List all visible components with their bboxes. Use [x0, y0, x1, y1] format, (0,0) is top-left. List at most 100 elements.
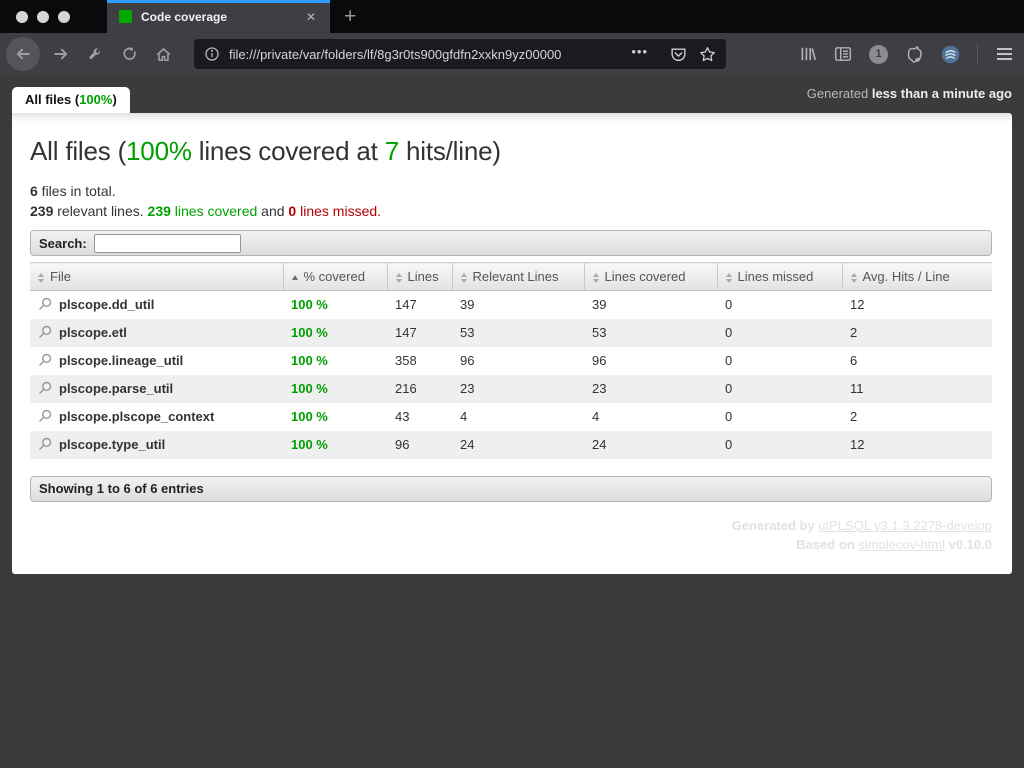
sort-icon: [460, 272, 467, 283]
file-cell[interactable]: plscope.plscope_context: [30, 403, 283, 431]
sort-icon: [592, 272, 599, 283]
percent-covered-cell: 100 %: [291, 381, 328, 396]
avg-hits-cell: 11: [850, 381, 864, 396]
avg-hits-cell: 2: [850, 325, 858, 340]
bookmark-star-icon[interactable]: [699, 46, 716, 63]
column-header-file[interactable]: File: [30, 262, 283, 291]
wrench-icon: [89, 48, 101, 60]
lines-missed-cell: 0: [725, 325, 733, 340]
sort-icon: [725, 272, 732, 283]
lines-cell: 358: [395, 353, 417, 368]
table-header-row: File% covered Lines Relevant Lines Lines co…: [30, 262, 992, 291]
browser-toolbar: file:///private/var/folders/lf/8g3r0ts90…: [0, 33, 1024, 75]
magnifier-icon: [39, 353, 52, 366]
back-arrow-icon: [16, 48, 30, 60]
table-row[interactable]: plscope.lineage_util 100 % 358 96 96 0 6: [30, 347, 992, 375]
browser-tab-strip: Code coverage ✕ +: [0, 0, 1024, 33]
file-cell[interactable]: plscope.dd_util: [30, 291, 283, 319]
relevant-lines-cell: 53: [460, 325, 475, 340]
library-icon[interactable]: [799, 45, 817, 63]
column-header-avg-hits-line[interactable]: Avg. Hits / Line: [841, 262, 992, 291]
forward-button[interactable]: [46, 39, 76, 69]
url-text[interactable]: file:///private/var/folders/lf/8g3r0ts90…: [229, 46, 626, 62]
percent-covered-cell: 100 %: [291, 325, 328, 340]
sidebar-toggle-icon[interactable]: [834, 45, 852, 63]
lines-missed-cell: 0: [725, 409, 733, 424]
report-header: All files (100%) Generated less than a m…: [0, 75, 1024, 113]
file-cell[interactable]: plscope.lineage_util: [30, 347, 283, 375]
magnifier-icon: [39, 437, 52, 450]
table-row[interactable]: plscope.dd_util 100 % 147 39 39 0 12: [30, 291, 992, 319]
column-header-lines[interactable]: Lines: [386, 262, 452, 291]
sort-icon: [395, 272, 402, 283]
table-row[interactable]: plscope.etl 100 % 147 53 53 0 2: [30, 318, 992, 347]
percent-covered-cell: 100 %: [291, 297, 328, 313]
file-cell[interactable]: plscope.parse_util: [30, 375, 283, 403]
page-info-icon[interactable]: [204, 46, 220, 62]
forward-arrow-icon: [54, 48, 68, 60]
magnifier-icon: [39, 298, 52, 310]
window-controls[interactable]: [0, 0, 107, 33]
window-minimize-button[interactable]: [37, 10, 49, 23]
home-icon: [156, 47, 170, 61]
lines-covered-cell: 4: [592, 409, 600, 424]
title-percent: 100%: [126, 136, 192, 166]
utplsql-link[interactable]: utPLSQL v3.1.3.2278-develop: [818, 517, 992, 533]
menu-icon[interactable]: [995, 46, 1014, 62]
magnifier-icon: [39, 381, 52, 394]
page-actions-icon[interactable]: •••: [631, 43, 648, 59]
table-row[interactable]: plscope.plscope_context 100 % 43 4 4 0 2: [30, 403, 992, 431]
column-header-lines-covered[interactable]: Lines covered: [583, 262, 717, 291]
magnifier-icon: [39, 409, 52, 422]
column-header-relevant-lines[interactable]: Relevant Lines: [451, 262, 584, 291]
file-cell[interactable]: plscope.type_util: [30, 431, 283, 459]
file-cell[interactable]: plscope.etl: [30, 319, 283, 347]
developer-tools-button[interactable]: [80, 39, 110, 69]
relevant-lines-cell: 24: [460, 437, 475, 452]
browser-tab-code-coverage[interactable]: Code coverage ✕: [107, 0, 330, 33]
window-zoom-button[interactable]: [58, 10, 70, 23]
pocket-icon[interactable]: [670, 46, 687, 63]
onepassword-extension-icon[interactable]: 1: [869, 44, 888, 64]
sort-icon: [291, 275, 298, 281]
home-button[interactable]: [148, 39, 178, 69]
lines-covered-cell: 24: [592, 437, 607, 452]
all-files-tab-percent: 100%: [79, 92, 113, 107]
reload-button[interactable]: [114, 39, 144, 69]
relevant-lines-cell: 4: [460, 409, 468, 424]
sort-icon: [850, 272, 857, 283]
table-row[interactable]: plscope.type_util 100 % 96 24 24 0 12: [30, 430, 992, 459]
evernote-extension-icon[interactable]: [905, 45, 924, 64]
tab-close-icon[interactable]: ✕: [305, 9, 316, 24]
toolbar-right-icons: 1: [799, 44, 1014, 64]
percent-covered-cell: 100 %: [291, 353, 328, 368]
simplecov-html-link[interactable]: simplecov-html: [858, 536, 945, 552]
lines-covered-cell: 96: [592, 353, 607, 368]
generated-timestamp: Generated less than a minute ago: [806, 85, 1012, 101]
relevant-lines-cell: 23: [460, 381, 475, 396]
table-row[interactable]: plscope.parse_util 100 % 216 23 23 0 11: [30, 374, 992, 403]
column-header-covered[interactable]: % covered: [282, 262, 387, 291]
page-title: All files (100% lines covered at 7 hits/…: [30, 136, 501, 166]
avg-hits-cell: 12: [850, 437, 865, 452]
window-close-button[interactable]: [16, 10, 28, 23]
back-button[interactable]: [6, 37, 40, 71]
search-input[interactable]: [93, 233, 241, 253]
lines-missed-cell: 0: [725, 353, 733, 368]
lines-missed-cell: 0: [725, 381, 733, 396]
lines-covered-cell: 53: [592, 325, 607, 340]
based-on-line: Based on simplecov-html v0.10.0: [796, 536, 992, 552]
all-files-tab[interactable]: All files (100%): [12, 87, 130, 113]
swirl-extension-icon[interactable]: [941, 45, 960, 64]
relevant-lines-cell: 96: [460, 353, 475, 368]
sort-icon: [38, 272, 44, 283]
magnifier-icon: [39, 325, 52, 338]
percent-covered-cell: 100 %: [291, 437, 328, 452]
new-tab-button[interactable]: +: [344, 5, 357, 28]
column-header-lines-missed[interactable]: Lines missed: [716, 262, 842, 291]
search-label: Search:: [39, 235, 87, 251]
generated-by-line: Generated by utPLSQL v3.1.3.2278-develop: [731, 517, 992, 533]
url-bar[interactable]: file:///private/var/folders/lf/8g3r0ts90…: [194, 39, 726, 69]
avg-hits-cell: 2: [850, 409, 858, 424]
page-viewport: All files (100%) Generated less than a m…: [0, 75, 1024, 768]
